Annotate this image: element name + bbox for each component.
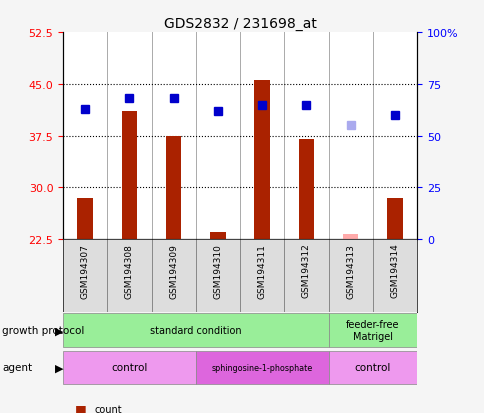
Bar <box>386 198 402 240</box>
Text: GSM194312: GSM194312 <box>302 243 310 298</box>
Bar <box>254 81 270 240</box>
FancyBboxPatch shape <box>196 351 328 384</box>
Text: ▶: ▶ <box>55 363 63 373</box>
Text: agent: agent <box>2 363 32 373</box>
FancyBboxPatch shape <box>63 314 328 347</box>
Text: ■: ■ <box>75 402 87 413</box>
Bar <box>342 235 358 240</box>
Text: ▶: ▶ <box>55 325 63 335</box>
Text: GSM194310: GSM194310 <box>213 243 222 298</box>
Text: GSM194308: GSM194308 <box>125 243 134 298</box>
Text: growth protocol: growth protocol <box>2 325 85 335</box>
Text: GSM194314: GSM194314 <box>390 243 399 298</box>
Text: control: control <box>354 363 390 373</box>
Title: GDS2832 / 231698_at: GDS2832 / 231698_at <box>163 17 316 31</box>
Bar <box>210 233 225 240</box>
Bar <box>166 136 181 240</box>
Bar <box>77 198 93 240</box>
Text: GSM194311: GSM194311 <box>257 243 266 298</box>
Bar <box>121 112 137 240</box>
Text: GSM194313: GSM194313 <box>346 243 354 298</box>
FancyBboxPatch shape <box>63 351 196 384</box>
Text: control: control <box>111 363 147 373</box>
Text: GSM194309: GSM194309 <box>169 243 178 298</box>
Text: feeder-free
Matrigel: feeder-free Matrigel <box>346 320 399 341</box>
Text: count: count <box>94 404 122 413</box>
Bar <box>298 140 314 240</box>
Text: sphingosine-1-phosphate: sphingosine-1-phosphate <box>211 363 312 372</box>
Text: standard condition: standard condition <box>150 325 241 335</box>
Text: GSM194307: GSM194307 <box>80 243 90 298</box>
FancyBboxPatch shape <box>328 314 416 347</box>
FancyBboxPatch shape <box>328 351 416 384</box>
